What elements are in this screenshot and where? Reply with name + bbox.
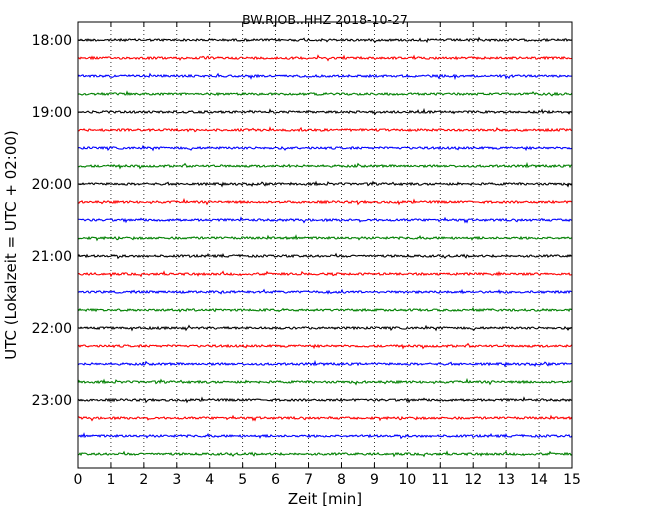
trace-2330	[77, 432, 573, 440]
y-axis: 18:00 19:00 20:00 21:00 22:00 23:00	[32, 33, 572, 409]
y-tick-label: 21:00	[32, 249, 72, 265]
x-tick-label: 15	[563, 472, 581, 488]
x-tick-label: 7	[304, 472, 313, 488]
x-axis: 0 1 2 3 4 5 6 7 8 9 10 11 12 13 14 15	[74, 22, 581, 488]
trace-2315	[77, 414, 573, 422]
x-tick-label: 4	[205, 472, 214, 488]
trace-2045	[77, 234, 573, 242]
x-tick-label: 1	[106, 472, 115, 488]
x-tick-label: 11	[431, 472, 449, 488]
x-tick-label: 5	[238, 472, 247, 488]
trace-2030	[77, 216, 573, 224]
trace-1930	[77, 144, 573, 152]
y-tick-label: 19:00	[32, 105, 72, 121]
trace-2200	[77, 324, 573, 332]
trace-2130	[77, 288, 573, 295]
trace-2345	[77, 450, 573, 458]
trace-2230	[77, 359, 573, 368]
x-tick-label: 6	[271, 472, 280, 488]
trace-1845	[77, 90, 573, 97]
x-tick-label: 3	[172, 472, 181, 488]
x-axis-label: Zeit [min]	[288, 490, 362, 508]
trace-1945	[77, 161, 573, 170]
y-tick-label: 18:00	[32, 33, 72, 49]
trace-2015	[77, 197, 573, 206]
y-axis-label: UTC (Lokalzeit = UTC + 02:00)	[2, 130, 20, 360]
trace-2145	[77, 306, 573, 313]
trace-1830	[77, 72, 573, 81]
x-tick-label: 0	[74, 472, 83, 488]
trace-1815	[77, 54, 573, 62]
y-tick-label: 20:00	[32, 177, 72, 193]
trace-2215	[77, 342, 573, 350]
x-tick-label: 10	[398, 472, 416, 488]
trace-1800	[77, 36, 573, 44]
trace-group	[77, 36, 573, 458]
trace-2000	[77, 180, 573, 188]
trace-2100	[77, 252, 573, 260]
x-tick-label: 13	[497, 472, 515, 488]
trace-2245	[77, 377, 573, 386]
y-tick-label: 22:00	[32, 321, 72, 337]
chart-title: BW.RJOB..HHZ 2018-10-27	[242, 12, 408, 27]
x-tick-label: 8	[337, 472, 346, 488]
y-tick-label: 23:00	[32, 393, 72, 409]
plot-frame	[77, 21, 573, 469]
trace-2115	[77, 270, 573, 278]
x-tick-label: 2	[139, 472, 148, 488]
x-tick-label: 12	[464, 472, 482, 488]
trace-1915	[77, 126, 573, 133]
x-tick-label: 9	[370, 472, 379, 488]
trace-2300	[77, 396, 573, 404]
trace-1900	[77, 107, 573, 116]
x-tick-label: 14	[530, 472, 548, 488]
